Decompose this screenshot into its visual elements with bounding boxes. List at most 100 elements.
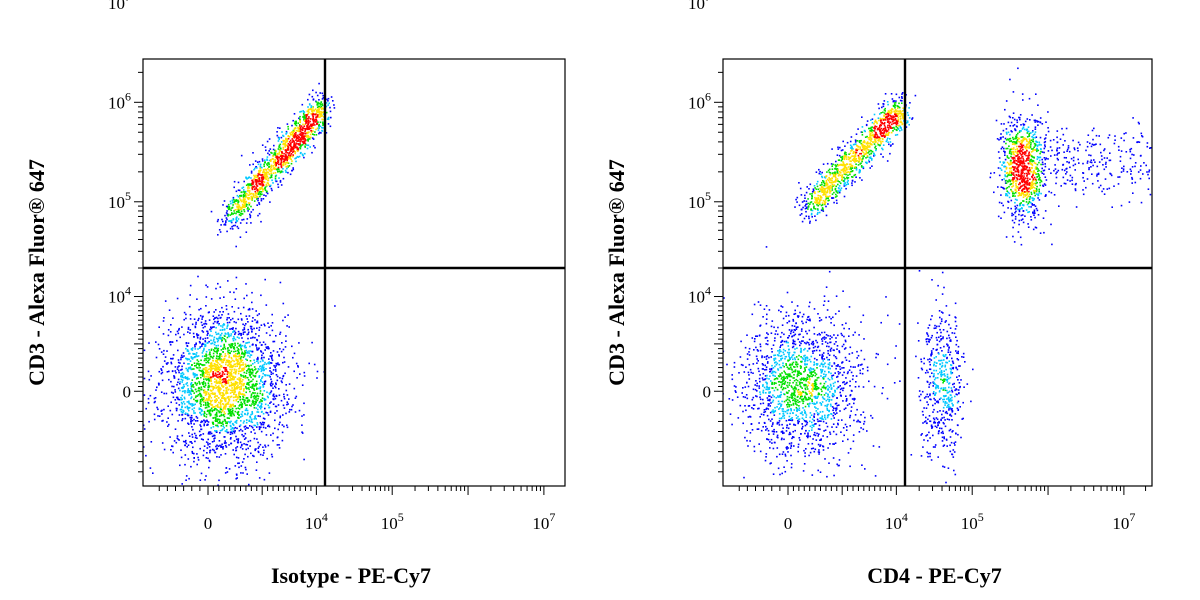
data-point xyxy=(235,217,238,219)
data-point xyxy=(221,314,223,316)
data-point xyxy=(285,161,287,164)
data-point xyxy=(251,411,253,413)
data-point xyxy=(280,147,282,150)
data-point xyxy=(257,451,260,454)
data-point xyxy=(921,410,924,413)
data-point xyxy=(1075,206,1078,208)
data-point xyxy=(248,371,251,374)
data-point xyxy=(301,144,304,146)
data-point xyxy=(150,441,153,443)
data-point xyxy=(234,344,236,346)
data-point xyxy=(246,364,249,367)
data-point xyxy=(285,144,287,147)
data-point xyxy=(186,401,189,403)
data-point xyxy=(189,284,192,287)
data-point xyxy=(219,356,221,358)
data-point xyxy=(785,311,788,314)
data-point xyxy=(256,423,259,426)
data-point xyxy=(851,398,854,400)
data-point xyxy=(292,155,294,158)
data-point xyxy=(260,380,262,382)
data-point xyxy=(803,449,805,452)
data-point xyxy=(272,403,275,405)
data-point xyxy=(243,204,246,207)
data-point xyxy=(317,114,320,116)
data-point xyxy=(760,413,763,416)
data-point xyxy=(746,358,749,360)
data-point xyxy=(308,138,311,140)
data-point xyxy=(942,329,945,331)
data-point xyxy=(220,446,222,448)
data-point xyxy=(171,445,174,448)
data-point xyxy=(244,353,246,356)
data-point xyxy=(155,389,157,391)
data-point xyxy=(244,377,247,379)
data-point xyxy=(308,126,310,129)
data-point xyxy=(827,300,830,302)
data-point xyxy=(962,417,964,420)
data-point xyxy=(853,397,855,400)
data-point xyxy=(183,403,186,405)
data-point xyxy=(250,368,253,371)
data-point xyxy=(1087,134,1090,136)
data-point xyxy=(242,435,245,438)
data-point xyxy=(258,191,260,194)
data-point xyxy=(302,113,305,115)
data-point xyxy=(262,184,264,187)
data-point xyxy=(185,479,187,481)
data-point xyxy=(943,436,945,438)
data-point xyxy=(195,354,198,356)
data-point xyxy=(224,420,227,423)
data-point xyxy=(186,376,189,379)
data-point xyxy=(316,111,318,113)
data-point xyxy=(311,127,313,129)
data-point xyxy=(279,155,282,157)
data-point xyxy=(316,106,319,108)
data-point xyxy=(244,192,246,195)
data-point xyxy=(319,102,321,105)
data-point xyxy=(765,305,768,307)
data-point xyxy=(275,165,277,167)
data-point xyxy=(274,419,276,422)
data-point xyxy=(225,368,228,371)
data-point xyxy=(237,384,239,387)
data-point xyxy=(249,215,252,217)
data-point xyxy=(312,122,315,125)
data-point xyxy=(218,375,221,378)
data-point xyxy=(230,202,232,205)
data-point xyxy=(1048,168,1050,170)
data-point xyxy=(224,335,226,337)
data-point xyxy=(240,465,243,467)
data-point xyxy=(186,446,188,448)
data-point xyxy=(237,206,240,208)
data-point xyxy=(262,178,265,180)
data-point xyxy=(160,369,163,371)
data-point xyxy=(224,400,227,403)
data-point xyxy=(1102,164,1104,166)
data-point xyxy=(299,119,301,121)
data-point xyxy=(250,394,253,397)
data-point xyxy=(832,423,835,425)
data-point xyxy=(202,338,204,340)
data-point xyxy=(220,388,222,390)
data-point xyxy=(836,463,838,466)
data-point xyxy=(244,346,246,349)
data-point xyxy=(274,427,276,430)
data-point xyxy=(296,130,298,132)
data-point xyxy=(228,398,230,401)
data-point xyxy=(925,338,927,341)
data-point xyxy=(833,474,835,477)
data-point xyxy=(312,145,315,147)
data-point xyxy=(286,138,288,140)
data-point xyxy=(204,412,206,415)
data-point xyxy=(222,359,224,361)
data-point xyxy=(894,357,896,359)
data-point xyxy=(234,342,236,345)
data-point xyxy=(241,405,243,408)
data-point xyxy=(276,379,279,382)
data-point xyxy=(200,405,202,407)
data-point xyxy=(253,174,255,177)
data-point xyxy=(938,336,940,339)
data-point xyxy=(232,389,235,391)
data-point xyxy=(277,183,279,186)
